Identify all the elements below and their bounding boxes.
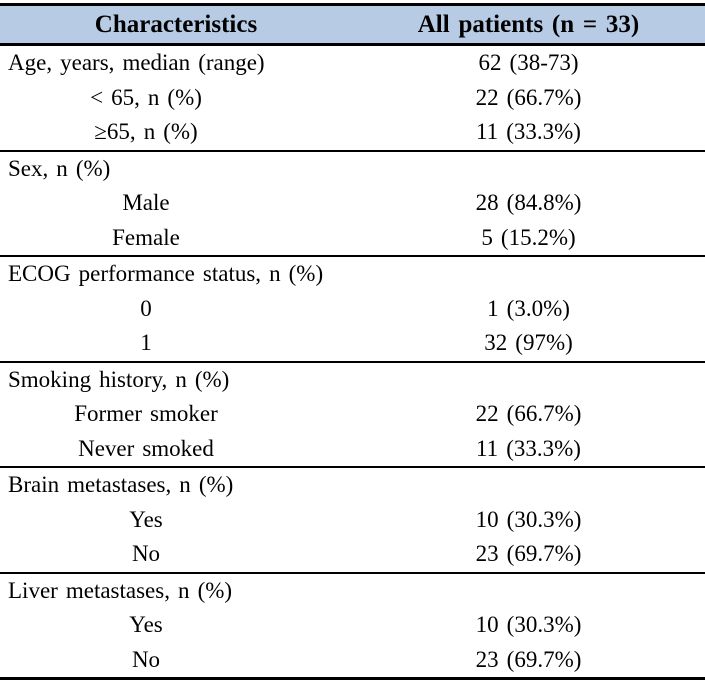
section-title-ecog: ECOG performance status, n (%)	[0, 255, 352, 292]
table-row-former-smoker: Former smoker 22 (66.7%)	[0, 397, 705, 432]
table-row-ecog-0: 0 1 (3.0%)	[0, 292, 705, 327]
row-label-ecog-0: 0	[140, 295, 152, 321]
section-title-liver-metastases: Liver metastases, n (%)	[0, 571, 352, 608]
table-row-male: Male 28 (84.8%)	[0, 186, 705, 221]
row-label-ecog-1: 1	[140, 330, 152, 356]
row-value-former-smoker: 22 (66.7%)	[475, 401, 582, 427]
row-value-age-under-65: 22 (66.7%)	[475, 84, 582, 110]
table-row-ecog-1: 1 32 (97%)	[0, 326, 705, 362]
section-title-row-sex: Sex, n (%)	[0, 149, 705, 186]
table-row-brain-metastases-no: No 23 (69.7%)	[0, 537, 705, 573]
table-row-age-under-65: < 65, n (%) 22 (66.7%)	[0, 81, 705, 116]
section-title-sex: Sex, n (%)	[0, 149, 352, 186]
patient-characteristics-table: Characteristics All patients (n = 33) Ag…	[0, 3, 705, 680]
row-label-age-65-plus: ≥65, n (%)	[94, 119, 198, 145]
row-label-liver-metastases-yes: Yes	[129, 612, 163, 638]
row-value-male: 28 (84.8%)	[475, 190, 582, 216]
table-row-female: Female 5 (15.2%)	[0, 221, 705, 257]
row-label-former-smoker: Former smoker	[74, 401, 218, 427]
row-value-ecog-1: 32 (97%)	[484, 330, 573, 356]
table-row-age-65-plus: ≥65, n (%) 11 (33.3%)	[0, 115, 705, 151]
row-label-male: Male	[122, 190, 170, 216]
table-row-never-smoked: Never smoked 11 (33.3%)	[0, 432, 705, 468]
row-value-brain-metastases-yes: 10 (30.3%)	[475, 506, 582, 532]
section-title-brain-metastases-empty-value	[352, 466, 705, 503]
row-value-brain-metastases-no: 23 (69.7%)	[475, 541, 582, 567]
row-value-female: 5 (15.2%)	[481, 224, 576, 250]
row-label-brain-metastases-yes: Yes	[129, 506, 163, 532]
section-title-row-ecog: ECOG performance status, n (%)	[0, 255, 705, 292]
section-title-smoking-empty-value	[352, 360, 705, 397]
row-label-age: Age, years, median (range)	[8, 50, 265, 76]
section-title-ecog-empty-value	[352, 255, 705, 292]
row-value-age-65-plus: 11 (33.3%)	[476, 119, 581, 145]
section-title-row-liver-metastases: Liver metastases, n (%)	[0, 571, 705, 608]
row-value-age: 62 (38-73)	[478, 50, 579, 76]
row-label-never-smoked: Never smoked	[78, 435, 214, 461]
row-value-liver-metastases-no: 23 (69.7%)	[352, 642, 705, 680]
section-title-liver-metastases-empty-value	[352, 571, 705, 608]
section-title-row-brain-metastases: Brain metastases, n (%)	[0, 466, 705, 503]
section-title-sex-empty-value	[352, 149, 705, 186]
table-header-row: Characteristics All patients (n = 33)	[0, 3, 705, 46]
row-value-liver-metastases-yes: 10 (30.3%)	[475, 612, 582, 638]
row-label-age-under-65: < 65, n (%)	[90, 84, 202, 110]
section-title-brain-metastases: Brain metastases, n (%)	[0, 466, 352, 503]
table-row-liver-metastases-no: No 23 (69.7%)	[0, 642, 705, 680]
section-title-smoking: Smoking history, n (%)	[0, 360, 352, 397]
table-row-brain-metastases-yes: Yes 10 (30.3%)	[0, 503, 705, 538]
column-header-all-patients: All patients (n = 33)	[352, 3, 705, 46]
row-label-female: Female	[112, 224, 180, 250]
table-row-age: Age, years, median (range) 62 (38-73)	[0, 45, 705, 81]
row-value-never-smoked: 11 (33.3%)	[476, 435, 581, 461]
row-label-liver-metastases-no: No	[0, 642, 352, 680]
row-label-brain-metastases-no: No	[131, 541, 161, 567]
column-header-characteristics: Characteristics	[0, 3, 352, 46]
row-value-ecog-0: 1 (3.0%)	[487, 295, 570, 321]
table-row-liver-metastases-yes: Yes 10 (30.3%)	[0, 608, 705, 643]
section-title-row-smoking: Smoking history, n (%)	[0, 360, 705, 397]
